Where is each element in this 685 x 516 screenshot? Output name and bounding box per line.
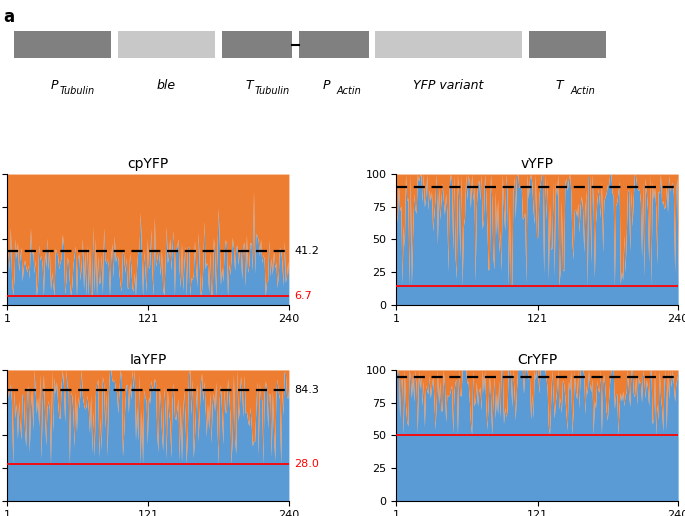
Text: P: P	[51, 78, 58, 92]
Text: Tubulin: Tubulin	[254, 86, 289, 95]
Text: 6.7: 6.7	[295, 291, 312, 301]
Text: Actin: Actin	[336, 86, 361, 95]
Text: T: T	[556, 78, 564, 92]
Text: P: P	[323, 78, 329, 92]
Text: Tubulin: Tubulin	[60, 86, 95, 95]
Title: cpYFP: cpYFP	[127, 157, 169, 171]
Text: Actin: Actin	[570, 86, 595, 95]
Text: ble: ble	[157, 78, 176, 92]
Text: 84.3: 84.3	[295, 385, 319, 395]
Bar	[14, 31, 111, 58]
Text: 41.2: 41.2	[295, 246, 319, 256]
Bar	[118, 31, 215, 58]
Text: a: a	[3, 8, 14, 26]
Bar	[529, 31, 606, 58]
Bar	[375, 31, 523, 58]
Text: 89.9: 89.9	[684, 182, 685, 192]
Title: vYFP: vYFP	[521, 157, 553, 171]
Text: 50.5: 50.5	[684, 430, 685, 440]
Text: YFP variant: YFP variant	[413, 78, 484, 92]
Bar	[299, 31, 369, 58]
Text: 14.5: 14.5	[684, 281, 685, 291]
Title: IaYFP: IaYFP	[129, 353, 166, 367]
Title: CrYFP: CrYFP	[517, 353, 557, 367]
Text: T: T	[245, 78, 253, 92]
Bar	[222, 31, 292, 58]
Text: 28.0: 28.0	[295, 459, 319, 469]
Text: 94.3: 94.3	[684, 373, 685, 382]
